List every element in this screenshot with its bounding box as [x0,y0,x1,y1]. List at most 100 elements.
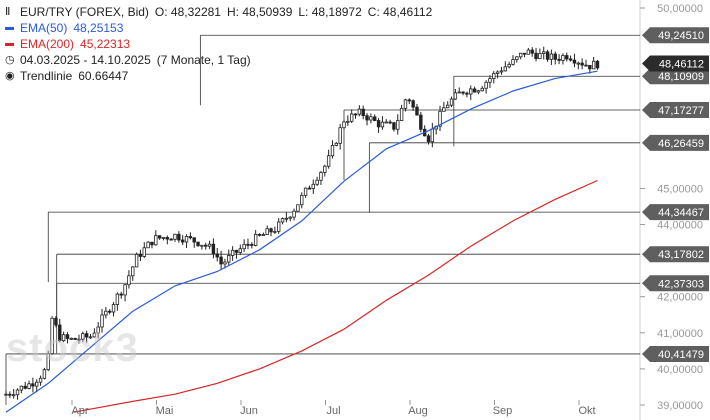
candle-body [184,236,189,243]
candle-body [65,334,70,339]
candle-body [346,120,350,123]
level-label-text: 47,17277 [658,105,704,117]
candle-body [526,49,531,55]
x-tick-label: Apr [71,405,88,417]
candle-body [35,381,39,387]
candle-body [334,142,339,146]
level-labels: 49,24510 48,10909 47,17277 46,26459 44,34467… [642,27,709,362]
candle-body [349,113,354,122]
candle-body [469,88,473,95]
candle-body [261,234,266,236]
candle-body [407,99,411,102]
level-label-text: 46,26459 [658,138,704,150]
candle-body [330,144,335,157]
level-label: 48,10909 [642,68,709,85]
level-label-bg [642,102,709,119]
candle-body [396,120,400,130]
candle-body [484,81,488,89]
candle-body [307,187,312,190]
candle-body [131,266,135,277]
level-label-bg [642,204,709,221]
level-label: 46,26459 [642,134,709,151]
candle-body [23,385,27,389]
legend-instrument: EUR/TRY (FOREX, Bid) [20,5,149,19]
candle-body [111,304,116,313]
candle-body [315,179,319,185]
legend-period: (7 Monate, 1 Tag) [156,53,251,67]
candle-body [100,314,104,328]
level-label-bg [642,27,709,44]
candle-body [154,235,158,246]
candle-body [96,326,100,334]
candle-body [180,239,185,243]
candle-body [572,59,577,64]
candle-body [461,91,465,94]
candle-body [15,389,20,396]
x-tick-label: Mai [156,405,174,417]
candle-body [303,187,308,196]
candle-body [561,55,565,61]
candle-body [11,394,16,397]
candle-body [326,155,331,167]
candle-body [595,60,600,69]
candle-body [273,230,277,233]
candle-body [576,62,580,65]
level-label: 43,17802 [642,246,709,263]
candle-body [457,91,461,94]
level-label-bg [642,68,709,85]
candle-body [61,334,66,342]
candle-body [265,228,269,235]
candle-body [353,113,358,116]
legend-range: 04.03.2025 - 14.10.2025 [20,53,151,67]
candle-body [522,52,527,55]
candle-body [300,194,304,206]
level-label-bg [642,246,709,263]
watermark-logo: stock3 [6,326,139,370]
candle-body [476,90,481,93]
candle-body [31,383,35,387]
legend: Ⅱ EUR/TRY (FOREX, Bid) O: 48,32281 H: 48… [5,4,432,84]
candle-body [568,58,573,61]
candle-body [142,247,146,257]
candle-body [238,248,242,253]
candle-body [207,243,212,247]
candle-body [311,183,315,189]
current-price-label-text: 48,46112 [659,59,704,71]
candle-body [442,107,446,112]
ema200-swatch [5,42,14,46]
legend-trend-name: Trendlinie [20,69,73,83]
level-label-text: 44,34467 [658,207,704,219]
candle-body [192,237,196,243]
candle-body [426,135,431,143]
candle-body [284,217,289,220]
candle-body [123,284,127,296]
candle-body [319,172,323,181]
y-tick-label: 39,00000 [657,400,703,412]
legend-ema200-row: EMA(200) 45,22313 [5,36,432,52]
candle-body [480,87,484,92]
candle-body [19,385,24,391]
candle-body [296,204,300,212]
y-tick-label: 44,00000 [657,220,703,232]
candle-body [4,393,8,396]
legend-ema50-row: EMA(50) 48,25153 [5,20,432,36]
x-tick-label: Sep [493,405,513,417]
candle-body [227,255,231,263]
candle-body [449,98,454,106]
legend-close: C: 48,46112 [367,5,433,19]
candle-body [119,293,123,296]
legend-trend-row: ◉ Trendlinie 60.66447 [5,68,432,84]
candle-body [430,128,435,143]
candle-body [503,66,508,72]
candle-body [403,99,408,109]
candle-body [223,261,227,265]
legend-low: L: 48,18972 [298,5,362,19]
candle-body [584,64,588,67]
candle-body [553,53,557,60]
level-lines [5,34,640,405]
clock-icon: ◷ [5,54,15,66]
candle-body [88,336,93,339]
level-label: 44,34467 [642,204,709,221]
candle-body [138,253,143,257]
